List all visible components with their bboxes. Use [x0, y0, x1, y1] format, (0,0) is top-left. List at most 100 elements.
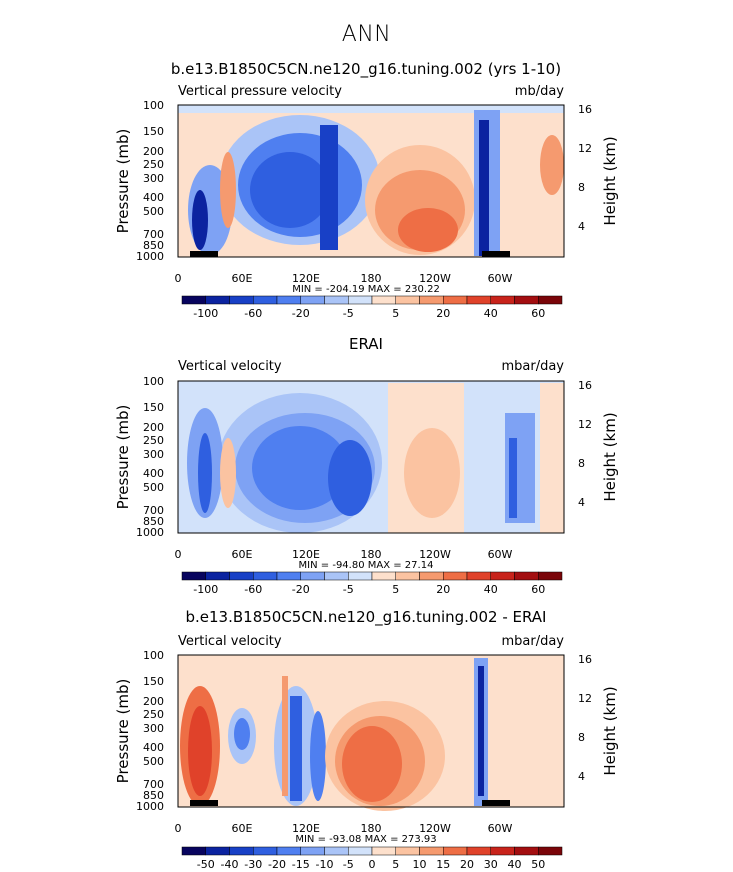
- colorbar-label: -15: [292, 858, 310, 871]
- colorbar-swatch: [490, 571, 515, 581]
- contour-band: [328, 440, 372, 516]
- colorbar-label: -20: [292, 583, 310, 593]
- x-tick-label: 60E: [232, 548, 253, 561]
- y-tick-label: 850: [143, 515, 164, 528]
- colorbar-swatch: [324, 295, 349, 305]
- y-tick-label: 1000: [136, 526, 164, 539]
- colorbar-swatch: [371, 295, 396, 305]
- colorbar-swatch: [276, 571, 301, 581]
- colorbar-label: 0: [369, 858, 376, 871]
- colorbar-swatch: [229, 846, 254, 856]
- y2-tick-label: 8: [578, 731, 585, 744]
- colorbar-swatch: [419, 846, 444, 856]
- colorbar-swatch: [181, 571, 206, 581]
- y-tick-label: 150: [143, 401, 164, 414]
- y-tick-label: 250: [143, 434, 164, 447]
- colorbar-label: -5: [343, 583, 354, 593]
- colorbar-swatch: [300, 295, 325, 305]
- colorbar-swatch: [466, 571, 491, 581]
- y2-tick-label: 8: [578, 181, 585, 194]
- y-tick-label: 300: [143, 448, 164, 461]
- panel-units-label: mb/day: [515, 84, 565, 99]
- colorbar-swatch: [514, 295, 539, 305]
- colorbar-swatch: [371, 846, 396, 856]
- y2-axis-title: Height (km): [601, 412, 619, 501]
- colorbar-swatch: [181, 295, 206, 305]
- contour-band: [234, 718, 250, 750]
- y-tick-label: 500: [143, 755, 164, 768]
- panel-left-label: Vertical pressure velocity: [178, 84, 342, 99]
- colorbar-label: 5: [392, 307, 399, 320]
- panel-title: ERAI: [349, 335, 383, 353]
- contour-band: [252, 426, 348, 510]
- y2-tick-label: 8: [578, 457, 585, 470]
- colorbar-swatch: [538, 295, 563, 305]
- x-tick-label: 60W: [488, 272, 513, 285]
- contour-band: [479, 120, 489, 256]
- contour-band: [178, 105, 564, 113]
- colorbar-swatch: [395, 846, 420, 856]
- colorbar-label: 40: [484, 307, 498, 320]
- colorbar-label: 40: [484, 583, 498, 593]
- panel-left-label: Vertical velocity: [178, 634, 282, 649]
- colorbar-swatch: [419, 295, 444, 305]
- y-tick-label: 700: [143, 504, 164, 517]
- colorbar-label: -100: [193, 583, 218, 593]
- y-tick-label: 200: [143, 421, 164, 434]
- colorbar-swatch: [466, 846, 491, 856]
- contour-band: [220, 438, 236, 508]
- colorbar-swatch: [205, 571, 230, 581]
- colorbar-swatch: [514, 571, 539, 581]
- colorbar-swatch: [514, 846, 539, 856]
- x-tick-label: 120E: [292, 272, 320, 285]
- colorbar-label: 5: [392, 583, 399, 593]
- y-tick-label: 500: [143, 481, 164, 494]
- colorbar-swatch: [348, 571, 373, 581]
- colorbar-swatch: [490, 846, 515, 856]
- topography-mask: [482, 800, 510, 806]
- colorbar-label: -5: [343, 858, 354, 871]
- x-tick-label: 120W: [419, 548, 451, 561]
- colorbar-label: 10: [413, 858, 427, 871]
- panel-title: b.e13.B1850C5CN.ne120_g16.tuning.002 (yr…: [171, 60, 561, 79]
- colorbar-label: 60: [531, 307, 545, 320]
- contour-band: [509, 438, 517, 518]
- colorbar-label: -40: [221, 858, 239, 871]
- x-tick-label: 0: [175, 822, 182, 835]
- y2-tick-label: 12: [578, 142, 592, 155]
- contour-band: [188, 706, 212, 796]
- contour-band: [250, 152, 330, 228]
- topography-mask: [482, 251, 510, 257]
- colorbar-label: 30: [484, 858, 498, 871]
- figure-suptitle: ANN: [341, 22, 392, 47]
- colorbar-label: -20: [268, 858, 286, 871]
- y-tick-label: 850: [143, 239, 164, 252]
- colorbar-swatch: [538, 846, 563, 856]
- y-tick-label: 200: [143, 145, 164, 158]
- heatmap-area: [177, 654, 565, 811]
- y-tick-label: 400: [143, 741, 164, 754]
- contour-band: [290, 696, 302, 801]
- colorbar-label: -60: [244, 583, 262, 593]
- colorbar-swatch: [300, 846, 325, 856]
- colorbar-label: 50: [531, 858, 545, 871]
- y2-tick-label: 16: [578, 103, 592, 116]
- colorbar-label: 20: [436, 307, 450, 320]
- contour-band: [320, 125, 338, 250]
- colorbar-swatch: [276, 846, 301, 856]
- colorbar: -100 -60 -20 -5 5 20 40 60: [181, 571, 563, 593]
- y-tick-label: 250: [143, 158, 164, 171]
- y2-tick-label: 16: [578, 379, 592, 392]
- colorbar-label: -60: [244, 307, 262, 320]
- panel-title: b.e13.B1850C5CN.ne120_g16.tuning.002 - E…: [186, 608, 547, 627]
- x-tick-label: 120W: [419, 272, 451, 285]
- y-tick-label: 700: [143, 778, 164, 791]
- colorbar-swatch: [443, 571, 468, 581]
- colorbar-label: -10: [316, 858, 334, 871]
- y-tick-label: 850: [143, 789, 164, 802]
- y-tick-label: 400: [143, 191, 164, 204]
- colorbar-swatch: [276, 295, 301, 305]
- y-tick-label: 100: [143, 99, 164, 112]
- x-tick-label: 180: [361, 548, 382, 561]
- colorbar-swatch: [229, 571, 254, 581]
